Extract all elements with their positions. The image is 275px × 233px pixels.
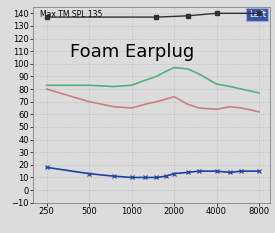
Text: Foam Earplug: Foam Earplug [70,43,194,61]
Text: Max TM SPL 135: Max TM SPL 135 [40,10,103,19]
Text: Left: Left [249,10,266,19]
